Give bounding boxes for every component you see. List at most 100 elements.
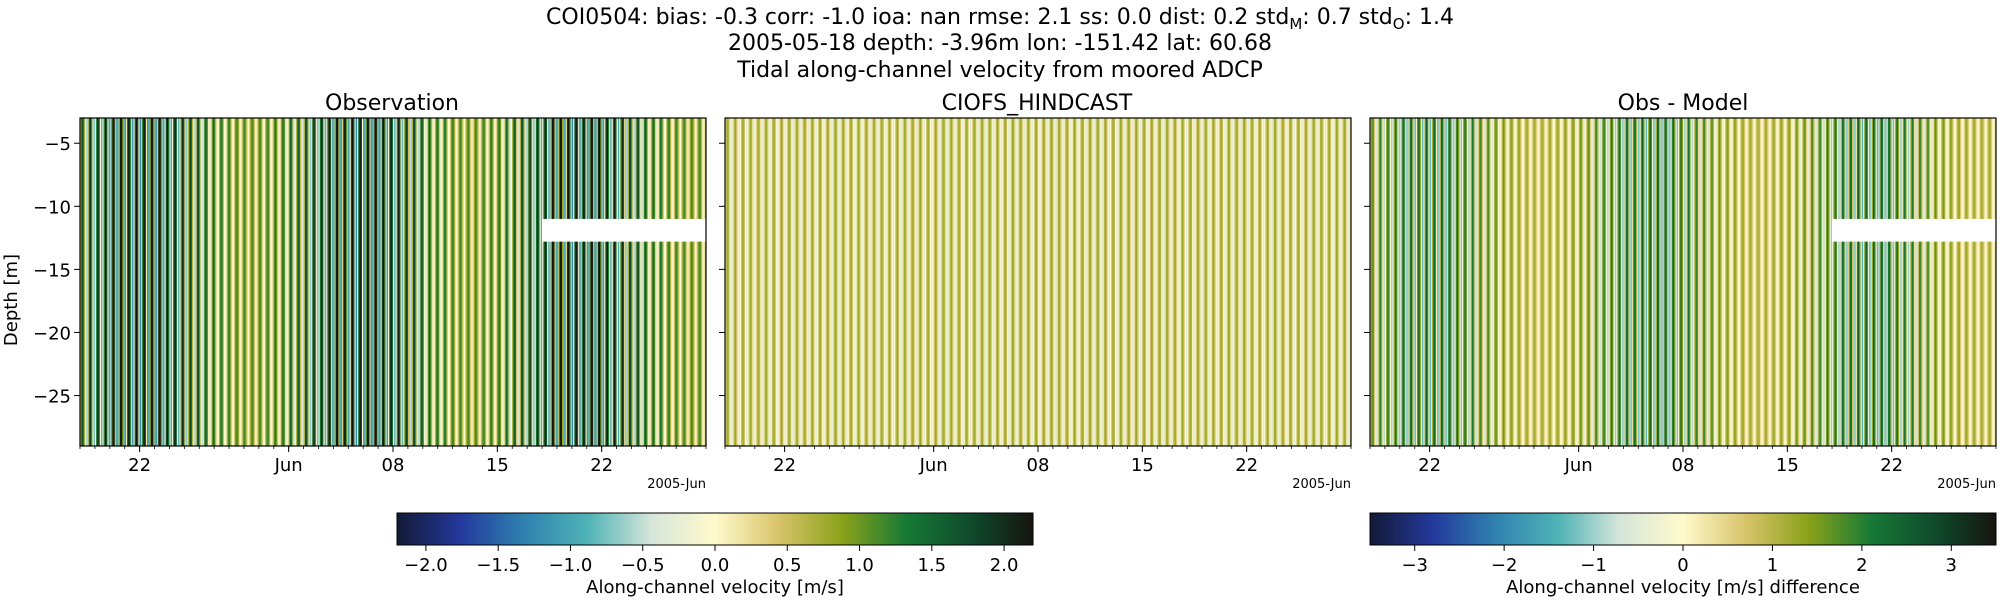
heatmap-cell: [995, 118, 998, 446]
heatmap-cell: [963, 118, 966, 446]
heatmap-cell: [924, 118, 927, 446]
heatmap-cell: [672, 118, 675, 446]
heatmap-cell: [1681, 118, 1684, 446]
heatmap-cell: [456, 118, 458, 446]
heatmap-cell: [1983, 118, 1986, 446]
heatmap-cell: [1899, 118, 1901, 446]
heatmap-cell: [1691, 118, 1694, 446]
heatmap-cell: [180, 118, 183, 446]
heatmap-cell: [922, 118, 925, 446]
heatmap-cell: [1714, 118, 1716, 446]
heatmap-cell: [1538, 118, 1541, 446]
heatmap-cell: [246, 118, 249, 446]
heatmap-cell: [697, 118, 699, 446]
heatmap-cell: [452, 118, 455, 446]
heatmap-cell: [436, 118, 439, 446]
heatmap-cell: [808, 118, 810, 446]
heatmap-cell: [1067, 118, 1070, 446]
heatmap-cell: [1663, 118, 1665, 446]
heatmap-cell: [948, 118, 951, 446]
heatmap-cell: [247, 118, 250, 446]
heatmap-cell: [1009, 118, 1012, 446]
heatmap-cell: [147, 118, 149, 446]
heatmap-cell: [575, 118, 578, 446]
heatmap-cell: [303, 118, 306, 446]
heatmap-cell: [1404, 118, 1407, 446]
heatmap-cell: [1173, 118, 1176, 446]
heatmap-cell: [1702, 118, 1705, 446]
heatmap-cell: [1372, 118, 1375, 446]
heatmap-cell: [682, 118, 685, 446]
heatmap-cell: [1001, 118, 1004, 446]
heatmap-cell: [747, 118, 749, 446]
heatmap-cell: [1164, 118, 1167, 446]
heatmap-cell: [1746, 118, 1748, 446]
heatmap-cell: [1055, 118, 1058, 446]
heatmap-cell: [194, 118, 196, 446]
heatmap-cell: [1152, 118, 1154, 446]
heatmap-cell: [476, 118, 478, 446]
heatmap-cell: [866, 118, 869, 446]
heatmap-cell: [1236, 118, 1239, 446]
heatmap-cell: [1750, 118, 1752, 446]
heatmap-cell: [440, 118, 442, 446]
heatmap-cell: [829, 118, 831, 446]
heatmap-cell: [602, 118, 605, 446]
heatmap-cell: [1887, 118, 1890, 446]
heatmap-cell: [211, 118, 214, 446]
heatmap-cell: [785, 118, 788, 446]
heatmap-cell: [415, 118, 417, 446]
heatmap-cell: [1131, 118, 1133, 446]
heatmap-cell: [1082, 118, 1085, 446]
heatmap-cell: [412, 118, 415, 446]
heatmap-cell: [430, 118, 432, 446]
heatmap-cell: [1257, 118, 1260, 446]
heatmap-cell: [933, 118, 936, 446]
heatmap-cell: [1906, 118, 1909, 446]
heatmap-cell: [1078, 118, 1081, 446]
heatmap-cell: [1868, 118, 1870, 446]
heatmap-cell: [119, 118, 122, 446]
heatmap-cell: [1313, 118, 1316, 446]
heatmap-cell: [1418, 118, 1421, 446]
heatmap-cell: [815, 118, 818, 446]
heatmap-cell: [158, 118, 160, 446]
heatmap-cell: [317, 118, 319, 446]
heatmap-cell: [1819, 118, 1822, 446]
heatmap-cell: [727, 118, 730, 446]
heatmap-cell: [1286, 118, 1289, 446]
heatmap-cell: [650, 118, 652, 446]
heatmap-cell: [962, 118, 964, 446]
heatmap-cell: [1028, 118, 1030, 446]
heatmap-cell: [373, 118, 375, 446]
heatmap-cell: [1213, 118, 1215, 446]
heatmap-cell: [1384, 118, 1387, 446]
heatmap-cell: [1206, 118, 1209, 446]
heatmap-cell: [1541, 118, 1544, 446]
heatmap-cell: [1834, 118, 1837, 446]
heatmap-cell: [992, 118, 994, 446]
heatmap-cell: [101, 118, 103, 446]
heatmap-cell: [537, 118, 539, 446]
heatmap-cell: [429, 118, 431, 446]
heatmap-cell: [1255, 118, 1257, 446]
heatmap-cell: [534, 118, 537, 446]
heatmap-cell: [350, 118, 353, 446]
heatmap-cell: [1705, 118, 1707, 446]
colorbar-tick-label: −0.5: [621, 555, 665, 576]
heatmap-cell: [1312, 118, 1315, 446]
heatmap-cell: [1716, 118, 1719, 446]
heatmap-cell: [746, 118, 748, 446]
heatmap-cell: [1344, 118, 1347, 446]
heatmap-cell: [1458, 118, 1460, 446]
heatmap-cell: [1182, 118, 1184, 446]
heatmap-cell: [215, 118, 218, 446]
heatmap-cell: [1661, 118, 1664, 446]
heatmap-cell: [1470, 118, 1473, 446]
colorbar-tick-label: −2.0: [404, 555, 448, 576]
heatmap-cell: [330, 118, 333, 446]
heatmap-cell: [266, 118, 268, 446]
heatmap-cell: [1832, 118, 1834, 446]
heatmap-cell: [83, 118, 86, 446]
